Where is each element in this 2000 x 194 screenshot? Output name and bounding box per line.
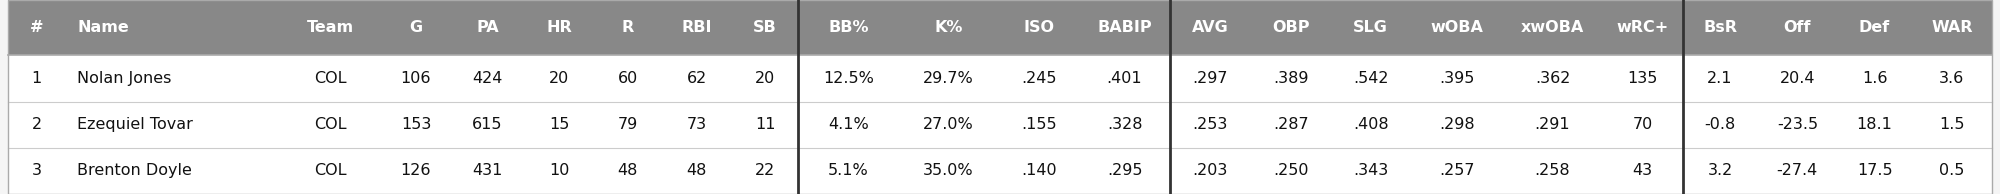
Text: SLG: SLG xyxy=(1354,20,1388,35)
Text: OBP: OBP xyxy=(1272,20,1310,35)
Bar xyxy=(8,148,1992,194)
Text: wOBA: wOBA xyxy=(1430,20,1484,35)
Bar xyxy=(8,0,1992,55)
Text: .253: .253 xyxy=(1192,117,1228,132)
Text: .295: .295 xyxy=(1106,163,1142,178)
Text: BABIP: BABIP xyxy=(1098,20,1152,35)
Text: 20: 20 xyxy=(548,71,570,86)
Text: Ezequiel Tovar: Ezequiel Tovar xyxy=(78,117,194,132)
Text: G: G xyxy=(410,20,422,35)
Text: 1.5: 1.5 xyxy=(1940,117,1964,132)
Text: 3.6: 3.6 xyxy=(1940,71,1964,86)
Text: COL: COL xyxy=(314,117,346,132)
Text: 60: 60 xyxy=(618,71,638,86)
Text: Brenton Doyle: Brenton Doyle xyxy=(78,163,192,178)
Text: 153: 153 xyxy=(400,117,432,132)
Text: AVG: AVG xyxy=(1192,20,1228,35)
Text: SB: SB xyxy=(754,20,778,35)
Text: .328: .328 xyxy=(1106,117,1142,132)
Text: .362: .362 xyxy=(1534,71,1570,86)
Text: xwOBA: xwOBA xyxy=(1520,20,1584,35)
Text: .250: .250 xyxy=(1272,163,1308,178)
Text: .203: .203 xyxy=(1192,163,1228,178)
Text: WAR: WAR xyxy=(1932,20,1972,35)
Text: 3.2: 3.2 xyxy=(1708,163,1732,178)
Text: 4.1%: 4.1% xyxy=(828,117,868,132)
Text: 12.5%: 12.5% xyxy=(822,71,874,86)
Text: R: R xyxy=(622,20,634,35)
Text: 0.5: 0.5 xyxy=(1940,163,1964,178)
Text: 15: 15 xyxy=(548,117,570,132)
Text: 73: 73 xyxy=(686,117,706,132)
Text: Off: Off xyxy=(1784,20,1812,35)
Text: .395: .395 xyxy=(1438,71,1474,86)
Text: COL: COL xyxy=(314,71,346,86)
Text: Def: Def xyxy=(1858,20,1890,35)
Text: 70: 70 xyxy=(1632,117,1652,132)
Text: .297: .297 xyxy=(1192,71,1228,86)
Text: -0.8: -0.8 xyxy=(1704,117,1736,132)
Text: 62: 62 xyxy=(686,71,706,86)
Text: PA: PA xyxy=(476,20,498,35)
Text: 615: 615 xyxy=(472,117,502,132)
Text: 424: 424 xyxy=(472,71,502,86)
Text: .140: .140 xyxy=(1020,163,1056,178)
Text: #: # xyxy=(30,20,44,35)
Text: 18.1: 18.1 xyxy=(1856,117,1892,132)
Text: -27.4: -27.4 xyxy=(1776,163,1818,178)
Text: ISO: ISO xyxy=(1024,20,1054,35)
Text: 2.1: 2.1 xyxy=(1708,71,1732,86)
Text: 135: 135 xyxy=(1628,71,1658,86)
Text: 35.0%: 35.0% xyxy=(924,163,974,178)
Text: 11: 11 xyxy=(754,117,776,132)
Text: .258: .258 xyxy=(1534,163,1570,178)
Bar xyxy=(8,55,1992,101)
Text: .389: .389 xyxy=(1272,71,1308,86)
Text: .257: .257 xyxy=(1438,163,1474,178)
Text: 3: 3 xyxy=(32,163,42,178)
Text: 1: 1 xyxy=(32,71,42,86)
Text: 79: 79 xyxy=(618,117,638,132)
Text: .155: .155 xyxy=(1020,117,1056,132)
Text: BB%: BB% xyxy=(828,20,868,35)
Text: RBI: RBI xyxy=(682,20,712,35)
Text: 20: 20 xyxy=(756,71,776,86)
Text: Nolan Jones: Nolan Jones xyxy=(78,71,172,86)
Text: 431: 431 xyxy=(472,163,502,178)
Text: -23.5: -23.5 xyxy=(1776,117,1818,132)
Text: .245: .245 xyxy=(1020,71,1056,86)
Text: Name: Name xyxy=(78,20,130,35)
Text: 106: 106 xyxy=(400,71,432,86)
Text: .542: .542 xyxy=(1352,71,1388,86)
Text: 27.0%: 27.0% xyxy=(924,117,974,132)
Text: 43: 43 xyxy=(1632,163,1652,178)
Text: COL: COL xyxy=(314,163,346,178)
Text: 29.7%: 29.7% xyxy=(924,71,974,86)
Text: .287: .287 xyxy=(1272,117,1308,132)
Text: .291: .291 xyxy=(1534,117,1570,132)
Text: 20.4: 20.4 xyxy=(1780,71,1816,86)
Text: 10: 10 xyxy=(548,163,570,178)
Text: BsR: BsR xyxy=(1704,20,1738,35)
Text: 17.5: 17.5 xyxy=(1856,163,1892,178)
Text: .343: .343 xyxy=(1354,163,1388,178)
Text: wRC+: wRC+ xyxy=(1616,20,1668,35)
Text: 48: 48 xyxy=(618,163,638,178)
Text: 48: 48 xyxy=(686,163,706,178)
Text: 2: 2 xyxy=(32,117,42,132)
Text: 5.1%: 5.1% xyxy=(828,163,868,178)
Text: .401: .401 xyxy=(1106,71,1142,86)
Text: HR: HR xyxy=(546,20,572,35)
Text: .298: .298 xyxy=(1438,117,1474,132)
Text: 22: 22 xyxy=(756,163,776,178)
Text: 1.6: 1.6 xyxy=(1862,71,1888,86)
Text: Team: Team xyxy=(306,20,354,35)
Text: 126: 126 xyxy=(400,163,432,178)
Text: K%: K% xyxy=(934,20,962,35)
Bar xyxy=(8,101,1992,148)
Text: .408: .408 xyxy=(1352,117,1388,132)
